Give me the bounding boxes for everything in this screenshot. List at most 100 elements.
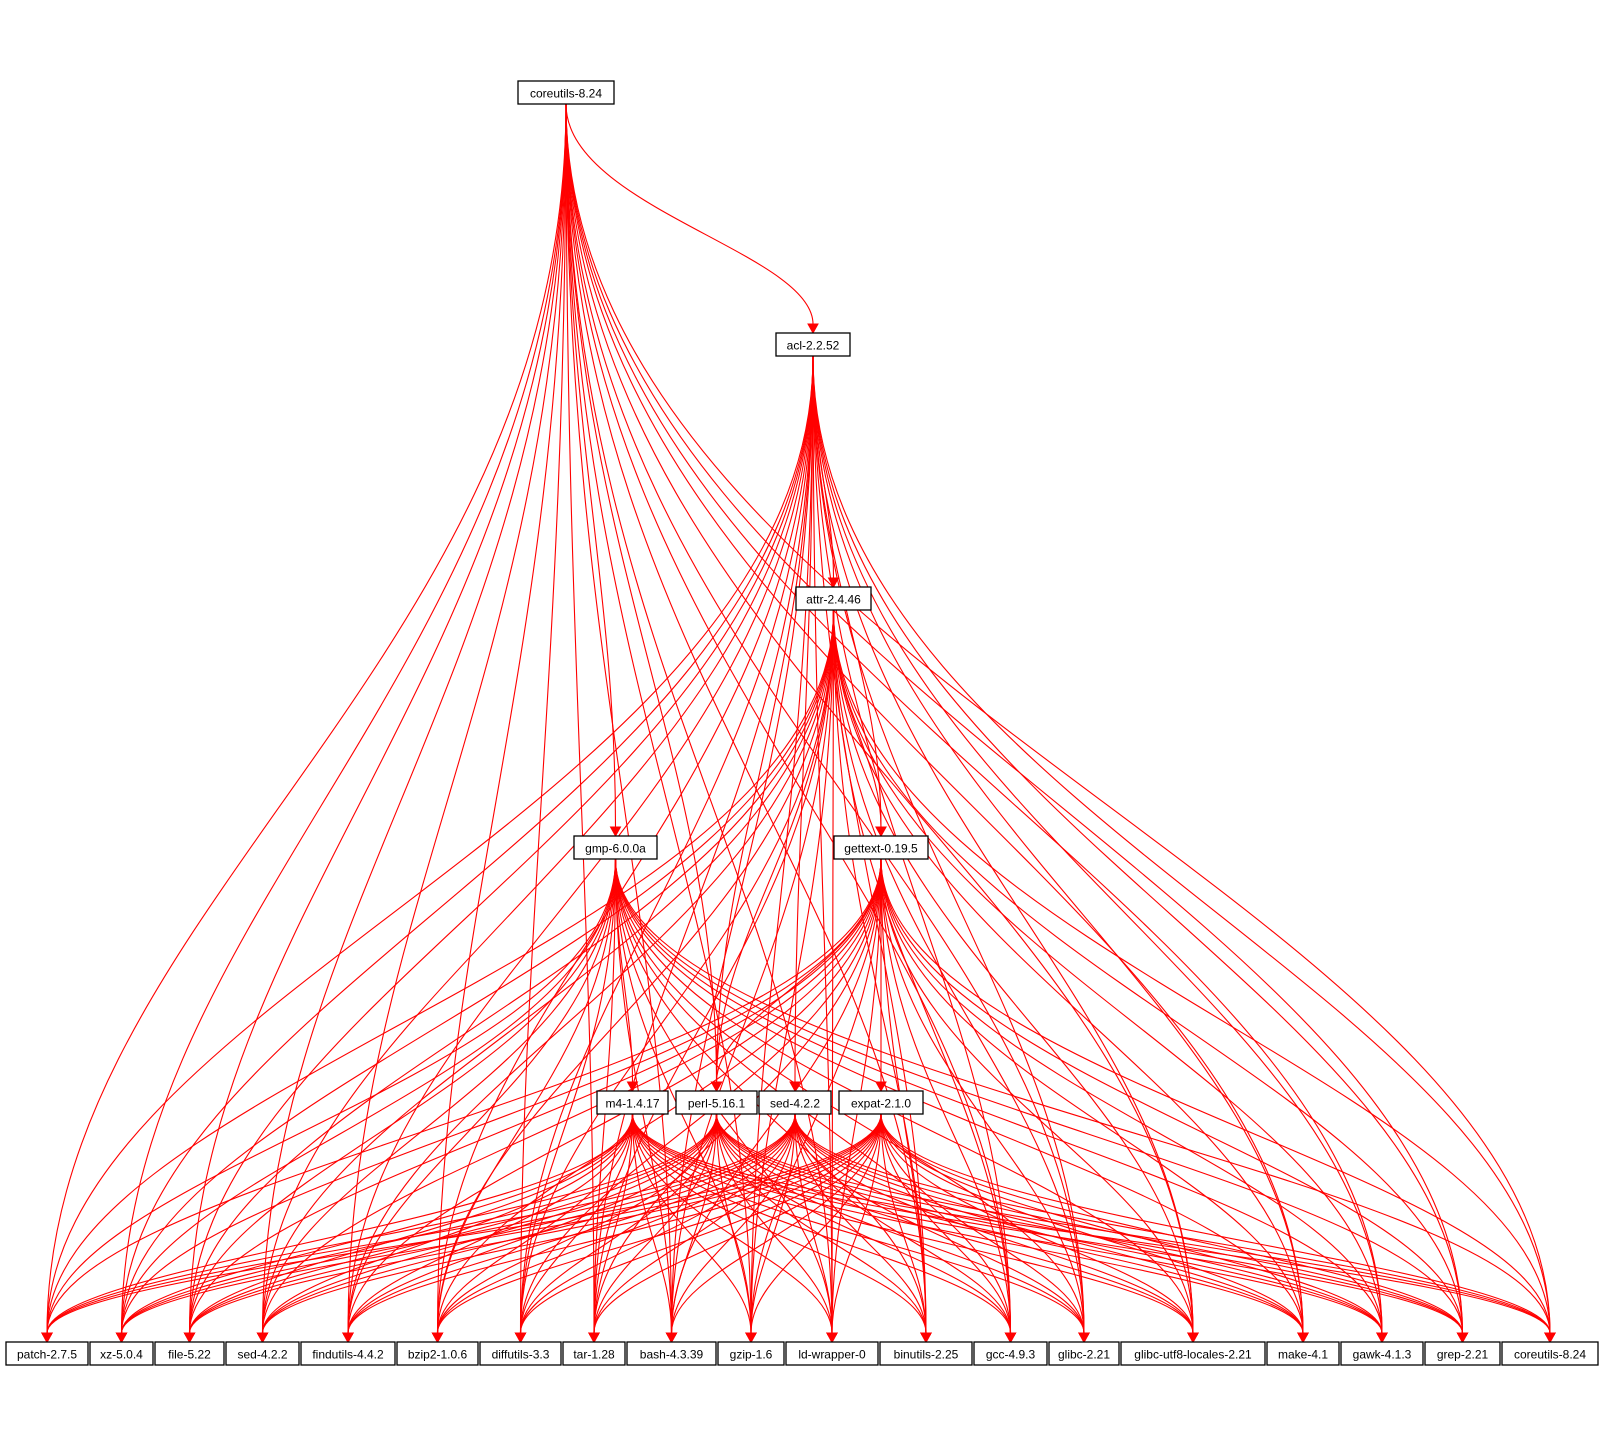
node-patch: patch-2.7.5: [5, 1341, 89, 1366]
edge-coreutils_top-to-findutils: [347, 103, 567, 1334]
edge-attr-to-file: [188, 609, 835, 1334]
edge-expat-to-glibc: [880, 1113, 1085, 1334]
edge-gmp-to-gawk: [614, 858, 1383, 1334]
edge-m4-to-make: [631, 1113, 1304, 1334]
edge-perl-to-glibcutf8: [715, 1113, 1194, 1334]
node-label: binutils-2.25: [894, 1348, 959, 1362]
edge-expat-to-diffutils: [519, 1113, 882, 1334]
node-box: [1501, 1341, 1599, 1366]
edge-perl-to-file: [188, 1113, 718, 1334]
node-label: gzip-1.6: [730, 1348, 773, 1362]
edge-gettext-to-xz: [120, 858, 882, 1334]
edge-attr-to-binutils: [832, 609, 927, 1334]
node-ldwrapper: ld-wrapper-0: [785, 1341, 879, 1366]
edge-expat-to-findutils: [347, 1113, 882, 1334]
node-box: [973, 1341, 1048, 1366]
edge-sed_mid-to-gcc: [794, 1113, 1012, 1334]
arrowhead-gettext-to-perl: [710, 1081, 723, 1093]
node-box: [154, 1341, 225, 1366]
edge-perl-to-glibc: [715, 1113, 1085, 1334]
node-expat: expat-2.1.0: [838, 1090, 924, 1115]
edge-gettext-to-patch: [46, 858, 882, 1334]
edge-coreutils_top-to-gzip: [565, 103, 752, 1334]
edge-coreutils_top-to-acl: [565, 103, 814, 325]
edge-sed_mid-to-glibc: [794, 1113, 1085, 1334]
node-sed_bot: sed-4.2.2: [225, 1341, 300, 1366]
edge-layer: [41, 103, 1556, 1344]
edge-gettext-to-tar: [593, 858, 882, 1334]
node-box: [1424, 1341, 1501, 1366]
edge-perl-to-binutils: [715, 1113, 927, 1334]
edge-gmp-to-tar: [593, 858, 617, 1334]
edge-acl-to-make: [812, 355, 1304, 1334]
node-box: [1048, 1341, 1120, 1366]
edge-attr-to-glibcutf8: [832, 609, 1194, 1334]
edge-attr-to-findutils: [347, 609, 835, 1334]
node-box: [225, 1341, 300, 1366]
node-grep: grep-2.21: [1424, 1341, 1501, 1366]
arrowhead-expat-to-findutils: [342, 1332, 354, 1344]
edge-expat-to-tar: [593, 1113, 882, 1334]
node-file: file-5.22: [154, 1341, 225, 1366]
edge-acl-to-glibc: [812, 355, 1085, 1334]
node-box: [596, 1090, 669, 1115]
edge-gettext-to-make: [880, 858, 1304, 1334]
edge-m4-to-binutils: [631, 1113, 927, 1334]
node-box: [1120, 1341, 1266, 1366]
node-bzip2: bzip2-1.0.6: [396, 1341, 479, 1366]
edge-sed_mid-to-sed_bot: [261, 1113, 796, 1334]
edge-m4-to-patch: [46, 1113, 634, 1334]
node-box: [833, 835, 929, 860]
edge-expat-to-gawk: [880, 1113, 1383, 1334]
node-label: make-4.1: [1278, 1348, 1328, 1362]
edge-expat-to-patch: [46, 1113, 882, 1334]
arrowhead-gettext-to-expat: [875, 1081, 887, 1093]
node-label: sed-4.2.2: [237, 1348, 287, 1362]
arrowhead-expat-to-patch: [41, 1332, 53, 1344]
edge-attr-to-gawk: [832, 609, 1383, 1334]
node-box: [573, 835, 658, 860]
edge-gmp-to-gzip: [614, 858, 752, 1334]
node-box: [775, 332, 851, 357]
node-gcc: gcc-4.9.3: [973, 1341, 1048, 1366]
node-label: diffutils-3.3: [492, 1348, 550, 1362]
edge-gmp-to-sed_bot: [261, 858, 617, 1334]
arrowhead-expat-to-file: [183, 1332, 196, 1344]
edge-sed_mid-to-xz: [120, 1113, 796, 1334]
edge-gmp-to-patch: [46, 858, 617, 1334]
node-box: [517, 80, 615, 105]
node-box: [562, 1341, 626, 1366]
edge-gmp-to-ldwrapper: [614, 858, 833, 1334]
edge-m4-to-bash: [631, 1113, 673, 1334]
node-label: glibc-utf8-locales-2.21: [1134, 1348, 1252, 1362]
edge-expat-to-gcc: [880, 1113, 1012, 1334]
edge-perl-to-ldwrapper: [715, 1113, 833, 1334]
edge-sed_mid-to-patch: [46, 1113, 796, 1334]
node-label: xz-5.0.4: [100, 1348, 143, 1362]
edge-expat-to-xz: [120, 1113, 882, 1334]
edge-perl-to-coreutils_bot: [715, 1113, 1551, 1334]
node-label: ld-wrapper-0: [798, 1348, 866, 1362]
edge-attr-to-gzip: [750, 609, 835, 1334]
arrowhead-expat-to-sed_bot: [256, 1332, 269, 1344]
node-label: attr-2.4.46: [806, 593, 861, 607]
edge-gettext-to-grep: [880, 858, 1464, 1334]
edge-attr-to-make: [832, 609, 1304, 1334]
edge-expat-to-make: [880, 1113, 1304, 1334]
edge-perl-to-sed_bot: [261, 1113, 718, 1334]
edge-acl-to-glibcutf8: [812, 355, 1194, 1334]
node-label: gettext-0.19.5: [844, 842, 918, 856]
node-box: [785, 1341, 879, 1366]
edge-attr-to-tar: [593, 609, 835, 1334]
edge-perl-to-diffutils: [519, 1113, 718, 1334]
edge-attr-to-bash: [670, 609, 835, 1334]
node-coreutils_bot: coreutils-8.24: [1501, 1341, 1599, 1366]
node-gzip: gzip-1.6: [717, 1341, 785, 1366]
edge-acl-to-xz: [120, 355, 814, 1334]
edge-m4-to-gawk: [631, 1113, 1383, 1334]
edge-gmp-to-glibc: [614, 858, 1085, 1334]
edge-coreutils_top-to-file: [188, 103, 567, 1334]
edge-coreutils_top-to-make: [565, 103, 1304, 1334]
node-label: tar-1.28: [573, 1348, 615, 1362]
